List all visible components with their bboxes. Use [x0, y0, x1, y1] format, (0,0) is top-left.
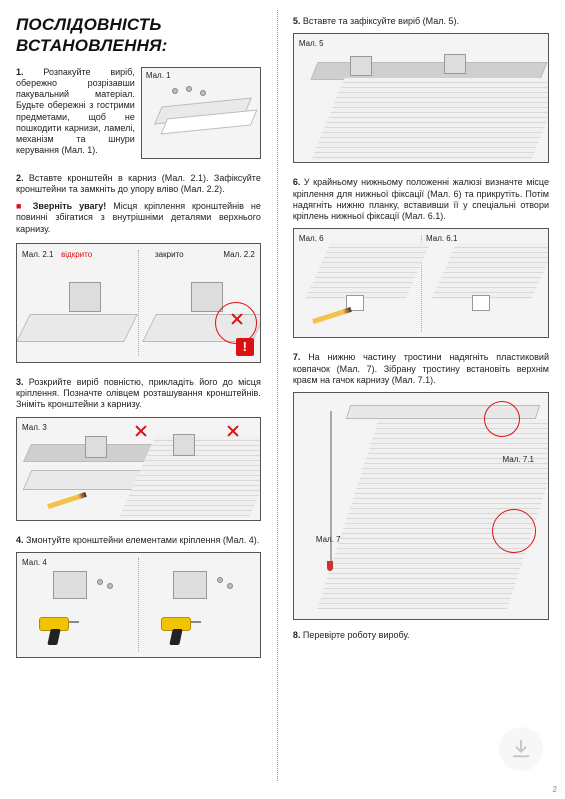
column-divider [277, 10, 278, 781]
figure-2-2-label: Мал. 2.2 [223, 250, 254, 260]
step-6-text: 6. У крайньому нижньому положенні жалюзі… [293, 177, 549, 222]
open-label: відкрито [61, 250, 92, 260]
figure-7-1-label: Мал. 7.1 [503, 455, 534, 465]
figure-1-label: Мал. 1 [146, 71, 171, 81]
step-8-text: 8. Перевірте роботу виробу. [293, 630, 549, 641]
drill-icon [35, 613, 79, 647]
page-title: ПОСЛІДОВНІСТЬ ВСТАНОВЛЕННЯ: [16, 14, 261, 57]
page-number: 2 [553, 785, 557, 795]
figure-6-label: Мал. 6 [299, 234, 324, 244]
figure-3-label: Мал. 3 [22, 423, 47, 433]
step-1: 1. Розпакуйте виріб, обережно розрізавши… [16, 67, 261, 163]
wand-cap-icon [327, 561, 333, 571]
pencil-icon [312, 307, 352, 324]
left-column: ПОСЛІДОВНІСТЬ ВСТАНОВЛЕННЯ: 1. Розпакуйт… [0, 0, 277, 799]
step-3-text: 3. Розкрийте виріб повністю, прикладіть … [16, 377, 261, 411]
figure-6-1-label: Мал. 6.1 [426, 234, 457, 244]
x-mark-icon [133, 424, 147, 438]
x-mark-icon [229, 312, 243, 326]
download-overlay-icon [499, 727, 543, 771]
right-column: 5. Вставте та зафіксуйте виріб (Мал. 5).… [277, 0, 565, 799]
closed-label: закрито [155, 250, 184, 260]
step-7-text: 7. На нижню частину тростини надягніть п… [293, 352, 549, 386]
figure-2-1-label: Мал. 2.1 [22, 250, 53, 260]
figure-5: Мал. 5 [293, 33, 549, 163]
figure-7: Мал. 7 Мал. 7.1 [293, 392, 549, 620]
step-4-text: 4. Змонтуйте кронштейни елементами кріпл… [16, 535, 261, 546]
figure-2: Мал. 2.1 відкрито закрито Мал. 2.2 ! [16, 243, 261, 363]
figure-4-label: Мал. 4 [22, 558, 47, 568]
warn-badge-icon: ! [236, 338, 254, 356]
figure-1: Мал. 1 [141, 67, 261, 159]
step-1-text: 1. Розпакуйте виріб, обережно розрізавши… [16, 67, 135, 157]
figure-4: Мал. 4 [16, 552, 261, 658]
drill-icon [157, 613, 201, 647]
step-2-warning: ■ Зверніть увагу! Місця кріплення кроншт… [16, 201, 261, 235]
figure-3: Мал. 3 [16, 417, 261, 521]
step-5-text: 5. Вставте та зафіксуйте виріб (Мал. 5). [293, 16, 549, 27]
figure-5-label: Мал. 5 [299, 39, 324, 49]
figure-6: Мал. 6 Мал. 6.1 [293, 228, 549, 338]
figure-7-label: Мал. 7 [316, 535, 341, 545]
x-mark-icon [225, 424, 239, 438]
pencil-icon [47, 491, 87, 508]
step-2-text: 2. Вставте кронштейн в карниз (Мал. 2.1)… [16, 173, 261, 196]
